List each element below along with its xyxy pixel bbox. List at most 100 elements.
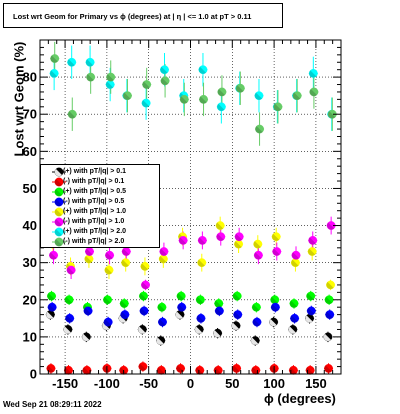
- data-point: [324, 364, 333, 373]
- y-tick-label: 40: [23, 218, 37, 233]
- data-point: [105, 250, 114, 260]
- data-point: [272, 247, 282, 256]
- data-point: [288, 325, 298, 334]
- y-tick-label: 50: [23, 181, 37, 196]
- data-point: [176, 291, 186, 301]
- legend-marker-dot: [54, 187, 64, 197]
- data-point: [49, 250, 58, 260]
- data-point: [156, 336, 166, 345]
- data-point: [176, 364, 185, 373]
- data-point: [104, 265, 114, 275]
- legend-entry: (-) with pT/|q| > 0.1: [41, 177, 159, 187]
- y-tick-label: 80: [23, 70, 37, 85]
- data-point: [327, 109, 337, 119]
- legend-marker-dot: [54, 217, 64, 227]
- data-point: [270, 295, 280, 305]
- data-point: [253, 239, 263, 249]
- legend-label: (+) with pT/|q| > 1.0: [63, 207, 127, 215]
- data-point: [195, 295, 205, 305]
- data-point: [67, 109, 77, 119]
- data-point: [291, 250, 301, 260]
- data-point: [84, 254, 94, 264]
- data-point: [215, 221, 225, 230]
- data-point: [85, 57, 95, 67]
- x-tick-label: -150: [52, 376, 78, 391]
- y-tick-label: 10: [23, 329, 37, 344]
- legend-marker-dot: [54, 207, 64, 217]
- legend-entry: (-) with pT/|q| > 2.0: [41, 237, 159, 247]
- legend-marker-dot: [54, 177, 64, 186]
- data-point: [324, 295, 334, 305]
- legend-marker: [52, 187, 66, 197]
- chart-title: Lost wrt Geom for Primary vs ϕ (degrees)…: [3, 3, 283, 28]
- y-tick-label: 60: [23, 144, 37, 159]
- data-point: [142, 80, 152, 89]
- data-point: [156, 365, 166, 375]
- data-point: [250, 336, 260, 345]
- data-point: [63, 325, 73, 334]
- data-point: [269, 317, 279, 327]
- data-point: [67, 57, 77, 67]
- data-point: [106, 72, 116, 82]
- legend-label: (-) with pT/|q| > 0.5: [63, 197, 125, 205]
- y-tick-label: 30: [23, 255, 37, 270]
- legend-label: (+) with pT/|q| > 0.5: [63, 187, 127, 195]
- legend-entry: (+) with pT/|q| > 0.1: [41, 167, 159, 177]
- data-point: [139, 291, 148, 301]
- data-point: [158, 317, 167, 327]
- x-tick-label: 50: [225, 376, 239, 391]
- data-point: [83, 306, 93, 316]
- data-point: [309, 87, 319, 97]
- data-point: [105, 80, 115, 89]
- legend-marker: [52, 237, 66, 247]
- marker-layer: [45, 54, 337, 375]
- data-point: [103, 295, 112, 305]
- data-point: [47, 291, 56, 301]
- data-point: [197, 235, 207, 245]
- data-point: [213, 328, 222, 338]
- legend-marker: [52, 197, 66, 207]
- data-point: [81, 332, 91, 342]
- data-point: [159, 247, 169, 256]
- data-point: [308, 69, 318, 78]
- data-point: [195, 365, 205, 375]
- data-point: [233, 310, 243, 320]
- data-point: [216, 102, 226, 112]
- legend-marker-dot: [54, 197, 64, 207]
- x-axis-title: ϕ (degrees): [264, 391, 336, 406]
- legend-entry: (+) with pT/|q| > 0.5: [41, 187, 159, 197]
- data-point: [50, 54, 60, 63]
- data-point: [289, 299, 299, 308]
- data-point: [270, 302, 280, 312]
- legend-marker-dot: [54, 237, 64, 247]
- data-point: [177, 302, 187, 312]
- legend-entry: (-) with pT/|q| > 0.5: [41, 197, 159, 207]
- data-point: [47, 302, 57, 312]
- data-point: [199, 94, 208, 104]
- data-point: [307, 247, 317, 256]
- data-point: [141, 98, 151, 108]
- legend-label: (-) with pT/|q| > 2.0: [63, 238, 125, 246]
- data-point: [137, 325, 147, 334]
- data-point: [255, 124, 264, 134]
- tick-layer: [39, 39, 342, 375]
- data-point: [235, 83, 245, 93]
- data-point: [86, 72, 96, 82]
- y-tick-label: 0: [30, 367, 37, 382]
- x-tick-label: -100: [94, 376, 120, 391]
- data-point: [65, 313, 75, 323]
- data-point: [253, 250, 263, 260]
- legend-marker-dot: [54, 167, 64, 176]
- data-point: [45, 310, 55, 320]
- data-point: [292, 91, 302, 101]
- legend-entry: (+) with pT/|q| > 2.0: [41, 227, 159, 237]
- legend-entry: (+) with pT/|q| > 1.0: [41, 207, 159, 217]
- data-point: [49, 69, 59, 78]
- data-point: [308, 235, 318, 245]
- footer-date: Wed Sep 21 08:29:11 2022: [3, 400, 102, 409]
- data-point: [214, 299, 224, 308]
- data-point: [251, 365, 261, 375]
- data-point: [325, 310, 335, 320]
- data-point: [305, 313, 314, 323]
